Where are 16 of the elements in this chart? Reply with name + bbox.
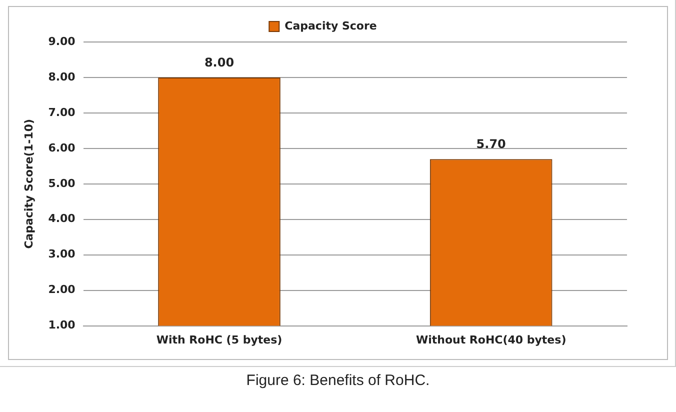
caption: Figure 6: Benefits of RoHC. xyxy=(245,372,431,389)
y-tick-label: 9.00 xyxy=(48,34,76,48)
y-tick-label: 5.00 xyxy=(48,176,76,190)
y-tick-label: 1.00 xyxy=(48,318,76,332)
x-tick-label: Without RoHC(40 bytes) xyxy=(416,333,566,346)
x-tick-label: With RoHC (5 bytes) xyxy=(156,333,282,346)
y-tick-label: 7.00 xyxy=(48,106,76,119)
y-tick-label: 6.00 xyxy=(48,141,76,154)
y-axis-title: Capacity Score(1-10) xyxy=(22,118,36,249)
legend-label: Capacity Score xyxy=(284,19,377,32)
y-tick-label: 4.00 xyxy=(48,212,76,226)
data-label: 5.70 xyxy=(476,137,506,152)
y-tick-label: 3.00 xyxy=(48,248,76,261)
y-tick-label: 2.00 xyxy=(48,283,76,296)
data-label: 8.00 xyxy=(204,56,234,70)
y-tick-label: 8.00 xyxy=(48,70,76,84)
